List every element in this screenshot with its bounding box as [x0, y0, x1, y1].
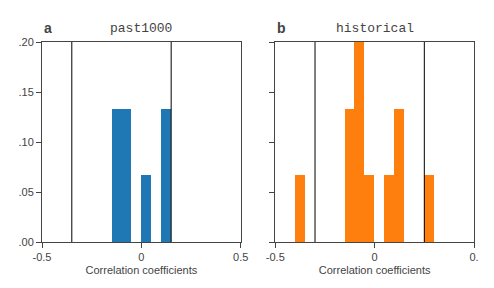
- svg-text:past1000: past1000: [110, 21, 172, 36]
- svg-text:0.: 0.: [469, 251, 478, 263]
- svg-text:-0.5: -0.5: [33, 251, 52, 263]
- svg-text:Correlation coefficients: Correlation coefficients: [319, 264, 431, 276]
- svg-text:a: a: [44, 20, 52, 36]
- svg-text:historical: historical: [336, 21, 414, 36]
- svg-text:0: 0: [372, 251, 378, 263]
- svg-text:.10: .10: [19, 136, 34, 148]
- svg-text:.00: .00: [19, 236, 34, 248]
- svg-text:.20: .20: [19, 36, 34, 48]
- svg-text:-0.5: -0.5: [266, 251, 285, 263]
- svg-text:.05: .05: [19, 186, 34, 198]
- svg-text:.15: .15: [19, 86, 34, 98]
- svg-text:0.5: 0.5: [233, 251, 248, 263]
- svg-text:b: b: [277, 20, 286, 36]
- svg-text:0: 0: [138, 251, 144, 263]
- svg-text:Correlation coefficients: Correlation coefficients: [86, 264, 198, 276]
